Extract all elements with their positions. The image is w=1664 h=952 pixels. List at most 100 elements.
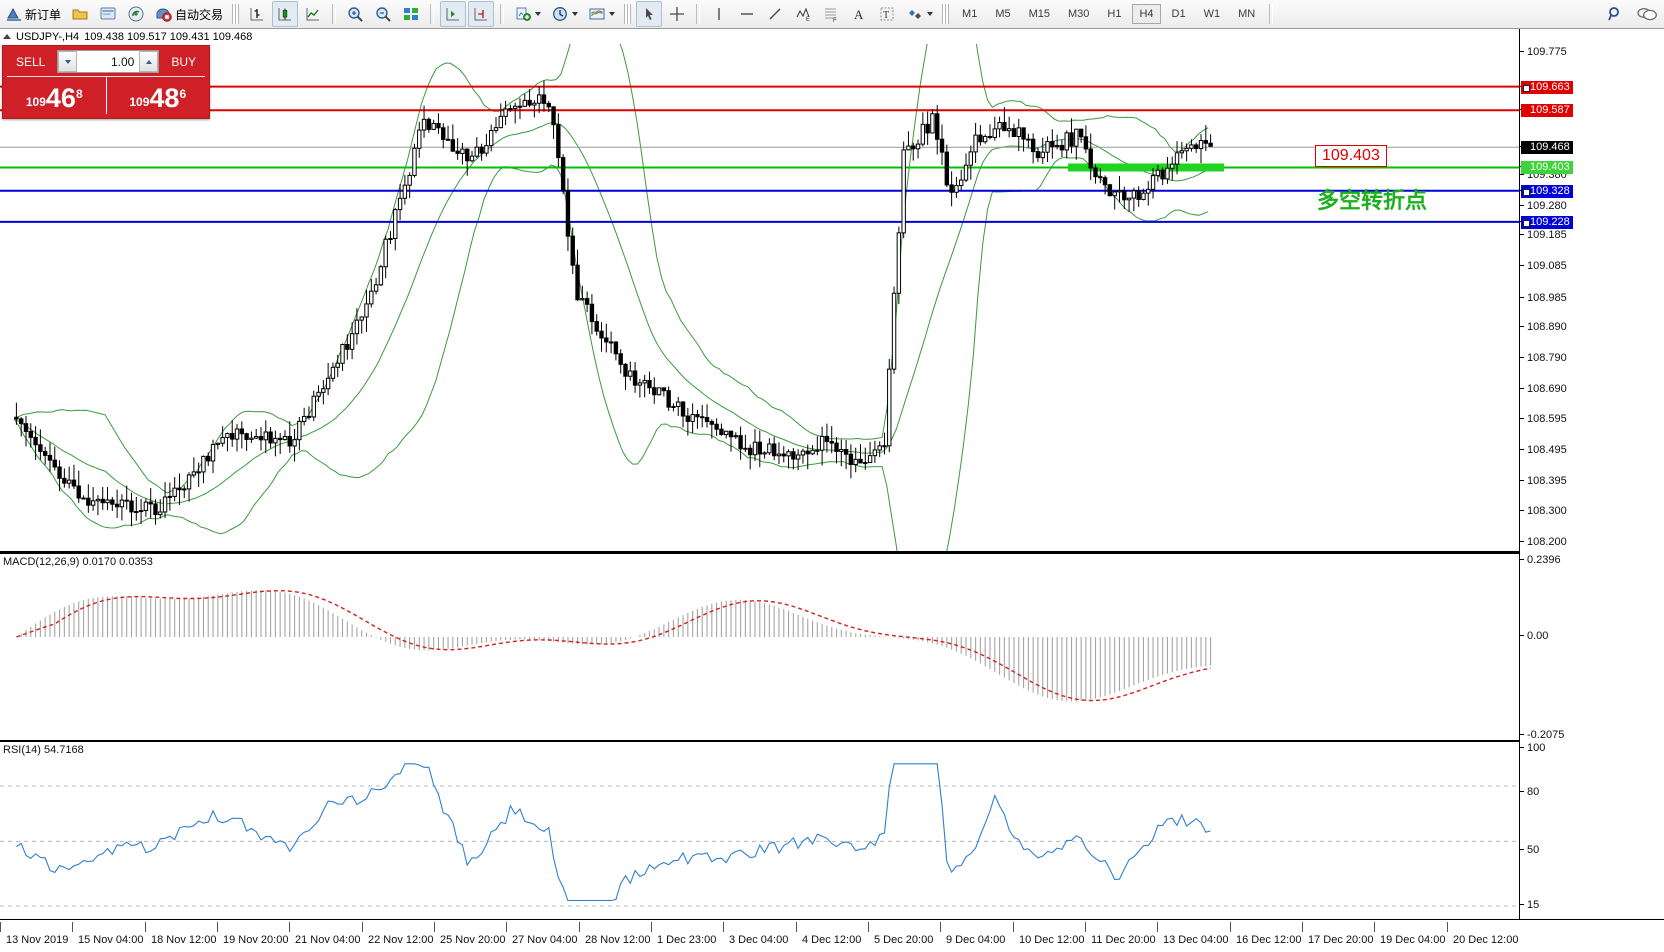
text-label-button[interactable]: T (874, 1, 900, 27)
candle (335, 354, 340, 378)
candle (824, 423, 830, 453)
horizontal-line-button[interactable] (734, 1, 760, 27)
chinese-note-annotation: 多空转折点 (1317, 189, 1428, 214)
candle (474, 137, 480, 159)
timeframe-m30[interactable]: M30 (1068, 8, 1090, 20)
candle (982, 134, 988, 144)
order-handle[interactable] (1523, 219, 1530, 227)
rsi-pane[interactable]: RSI(14) 54.7168 (0, 741, 1519, 921)
volume-value[interactable]: 1.00 (110, 54, 135, 69)
auto-scroll-button[interactable] (468, 1, 495, 27)
templates-button[interactable] (584, 1, 619, 27)
buy-quote[interactable]: 109 48 6 (107, 74, 210, 115)
candle (1054, 134, 1060, 150)
candle (747, 444, 753, 470)
panel-divider (7, 76, 205, 77)
period-button[interactable] (547, 1, 582, 27)
green-zone-rectangle[interactable] (1068, 163, 1224, 172)
candle (1189, 139, 1194, 152)
price-label-level[interactable]: 109.403 (1521, 161, 1573, 175)
buy-button[interactable]: BUY (171, 54, 196, 69)
timeframe-mn[interactable]: MN (1238, 8, 1256, 20)
price-label-order[interactable]: 109.328 (1521, 184, 1573, 198)
candle (402, 174, 408, 205)
tile-windows-button[interactable] (398, 1, 424, 27)
terminal-button[interactable] (95, 1, 121, 27)
timeframe-h1[interactable]: H1 (1107, 8, 1122, 20)
volume-increase-button[interactable] (139, 51, 159, 72)
timeframe-d1[interactable]: D1 (1171, 8, 1186, 20)
volume-stepper[interactable]: 1.00 (57, 50, 160, 73)
bar-chart-button[interactable] (244, 1, 270, 27)
timeframe-h4[interactable]: H4 (1132, 4, 1161, 24)
quote-divider (105, 76, 107, 114)
timeframe-m1[interactable]: M1 (962, 8, 978, 20)
bollinger-dn-band (13, 156, 1209, 551)
autotrade-button[interactable]: 自动交易 (151, 1, 227, 27)
candle (815, 436, 820, 456)
candle (997, 116, 1002, 138)
candlestick-chart-button[interactable] (272, 1, 299, 27)
candle (992, 116, 997, 141)
shift-end-button[interactable] (440, 1, 467, 27)
order-handle[interactable] (1523, 188, 1530, 196)
candle (1050, 129, 1055, 159)
candle (949, 171, 954, 207)
vertical-line-button[interactable] (706, 1, 732, 27)
candle (800, 448, 806, 464)
one-click-trading-panel[interactable]: SELL 1.00 BUY 109 46 8 109 48 (2, 45, 210, 119)
time-tick (289, 922, 290, 932)
text-button[interactable]: A (846, 1, 872, 27)
text-icon: A (850, 5, 868, 23)
chevron-down-icon[interactable] (927, 12, 934, 16)
price-label-order[interactable]: 109.587 (1521, 104, 1573, 118)
candle (560, 154, 566, 195)
sell-button[interactable]: SELL (16, 54, 46, 69)
crosshair-icon (668, 5, 686, 23)
chevron-down-icon[interactable] (535, 12, 542, 16)
chevron-down-icon[interactable] (572, 12, 579, 16)
timeframe-w1[interactable]: W1 (1203, 8, 1221, 20)
buy-price-main: 48 (149, 83, 180, 113)
zoom-out-button[interactable] (370, 1, 396, 27)
macd-pane[interactable]: MACD(12,26,9) 0.0170 0.0353 (0, 553, 1519, 742)
price-scale[interactable]: 109.775 109.663 109.587 109.468 109.403 109.3… (1519, 29, 1664, 919)
cursor-button[interactable] (636, 1, 663, 27)
candle (465, 148, 470, 176)
candle (186, 472, 192, 502)
fibonacci-button[interactable]: F (818, 1, 844, 27)
chevron-down-icon[interactable] (609, 12, 616, 16)
price-tick: 109.775 (1520, 46, 1664, 58)
price-label-order[interactable]: 109.663 (1521, 80, 1573, 94)
candle (153, 499, 158, 525)
folder-button[interactable] (67, 1, 93, 27)
order-handle[interactable] (1523, 84, 1530, 92)
candle (959, 169, 964, 191)
search-icon[interactable] (1606, 5, 1624, 23)
shapes-button[interactable] (902, 1, 937, 27)
collapse-triangle-icon[interactable] (3, 34, 11, 39)
timeframe-m5[interactable]: M5 (995, 8, 1011, 20)
elliott-wave-button[interactable]: E (790, 1, 816, 27)
candle (249, 431, 254, 443)
price-label-last[interactable]: 109.468 (1521, 141, 1573, 155)
trendline-button[interactable] (762, 1, 788, 27)
price-label-order[interactable]: 109.228 (1521, 215, 1573, 229)
line-chart-icon (304, 5, 322, 23)
zoom-in-button[interactable] (342, 1, 368, 27)
chat-icon[interactable] (1636, 5, 1657, 23)
price-chart-pane[interactable] (0, 44, 1519, 553)
candle (206, 452, 211, 467)
indicators-button[interactable] (510, 1, 545, 27)
line-chart-button[interactable] (300, 1, 326, 27)
rsi-canvas (0, 763, 1519, 907)
volume-decrease-button[interactable] (58, 51, 78, 72)
candle (191, 457, 197, 478)
new-order-button[interactable]: 新订单 (1, 1, 65, 27)
crosshair-button[interactable] (664, 1, 690, 27)
sell-quote[interactable]: 109 46 8 (3, 74, 106, 115)
timeframe-m15[interactable]: M15 (1028, 8, 1050, 20)
chevron-down-icon (64, 59, 71, 64)
signal-button[interactable] (123, 1, 149, 27)
candle (700, 404, 705, 428)
